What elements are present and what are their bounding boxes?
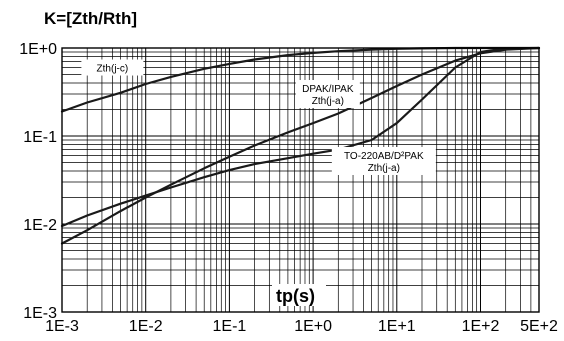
x-tick-label: 1E-1 [213, 318, 247, 335]
series-label: TO-220AB/D²PAK [344, 151, 424, 162]
series-label-box [295, 80, 360, 109]
x-tick-label: 1E-2 [129, 318, 163, 335]
series-label: Zth(j-a) [368, 163, 400, 174]
x-tick-label: 1E+0 [294, 318, 332, 335]
x-axis-label-box [272, 284, 326, 306]
y-tick-label: 1E-3 [23, 305, 57, 322]
series-label: Zth(j-a) [312, 96, 344, 107]
series-line-3 [60, 46, 541, 228]
x-axis-label: tp(s) [276, 286, 315, 306]
x-tick-label: 1E+2 [462, 318, 500, 335]
series-label: Zth(j-c) [97, 64, 129, 75]
tick-labels: 1E-3 1E-2 1E-1 1E+0 1E-3 1E-2 1E-1 1E+0 1E+1 1E+2… [19, 41, 558, 335]
y-tick-label: 1E-2 [23, 217, 57, 234]
series-line-2 [60, 46, 541, 245]
series-label-box [81, 59, 144, 76]
y-tick-label: 1E-1 [23, 129, 57, 146]
x-tick-label: 1E-3 [45, 318, 79, 335]
plot-frame [61, 47, 540, 313]
series-labels: Zth(j-c)DPAK/IPAKZth(j-a)TO-220AB/D²PAKZ… [81, 59, 436, 175]
series-label: DPAK/IPAK [302, 84, 354, 95]
series-label-box [331, 146, 436, 175]
y-tick-label: 1E+0 [19, 41, 57, 58]
x-tick-label: 1E+1 [378, 318, 416, 335]
chart-title: K=[Zth/Rth] [44, 9, 137, 28]
x-tick-label: 5E+2 [520, 318, 558, 335]
